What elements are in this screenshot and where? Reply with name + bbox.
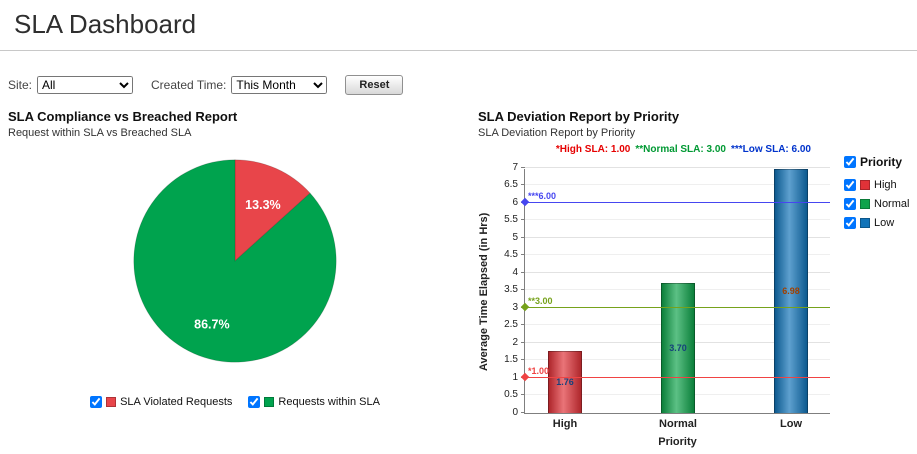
sla-note: **Normal SLA: 3.00 [635, 144, 726, 155]
legend-checkbox-normal[interactable] [844, 198, 856, 210]
bar-legend-title: Priority [860, 155, 903, 169]
y-tick-label: 5 [512, 232, 518, 243]
created-time-label: Created Time: [151, 78, 227, 92]
page-header: SLA Dashboard [0, 0, 917, 51]
sla-ref-label: ***6.00 [528, 191, 557, 201]
legend-checkbox-high[interactable] [844, 179, 856, 191]
within-legend-checkbox[interactable] [248, 396, 261, 408]
bar-value-label: 1.76 [556, 376, 574, 387]
legend-checkbox-low[interactable] [844, 217, 856, 229]
violated-legend-checkbox[interactable] [90, 396, 103, 408]
sla-ref-label: *1.00 [528, 366, 550, 376]
sla-ref-line-low [525, 202, 830, 203]
y-tick-mark [521, 412, 525, 413]
pie-slice-within[interactable] [133, 159, 337, 363]
y-tick-label: 1.5 [504, 354, 518, 365]
site-label: Site: [8, 78, 33, 92]
bar-high[interactable]: 1.76 [548, 351, 582, 413]
y-tick-label: 3.5 [504, 284, 518, 295]
bar-low[interactable]: 6.98 [774, 169, 808, 413]
x-tick-high: High [552, 418, 578, 430]
within-legend-label: Requests within SLA [278, 396, 380, 408]
pie-legend-item-within: Requests within SLA [248, 396, 380, 408]
legend-label: Low [874, 217, 895, 229]
priority-legend-checkbox[interactable] [844, 156, 856, 168]
bar-value-label: 6.98 [782, 285, 800, 296]
pie-slice-violated[interactable] [234, 159, 311, 262]
legend-label: High [874, 179, 897, 191]
sla-deviation-panel: SLA Deviation Report by Priority SLA Dev… [462, 109, 917, 448]
pie-chart: 13.3% 86.7% [129, 155, 341, 372]
y-tick-mark [521, 254, 525, 255]
x-tick-normal: Normal [659, 418, 697, 430]
bar-legend-item-low: Low [844, 217, 909, 229]
y-tick-mark [521, 289, 525, 290]
pie-legend-item-violated: SLA Violated Requests [90, 396, 232, 408]
sla-ref-label: **3.00 [528, 296, 553, 306]
y-tick-mark [521, 394, 525, 395]
sla-ref-line-normal [525, 307, 830, 308]
y-tick-label: 0.5 [504, 389, 518, 400]
y-axis-title: Average Time Elapsed (in Hrs) [478, 212, 490, 371]
pie-violated-pct-label: 13.3% [245, 198, 281, 212]
legend-label: Normal [874, 198, 910, 210]
y-tick-label: 2 [512, 337, 518, 348]
y-tick-mark [521, 359, 525, 360]
y-tick-label: 7 [512, 162, 518, 173]
violated-swatch [106, 397, 117, 407]
y-tick-mark [521, 324, 525, 325]
x-tick-low: Low [780, 418, 802, 430]
within-swatch [264, 397, 275, 407]
pie-legend: SLA Violated Requests Requests within SL… [8, 396, 462, 408]
y-tick-label: 1 [512, 372, 518, 383]
y-tick-mark [521, 342, 525, 343]
y-tick-label: 2.5 [504, 319, 518, 330]
bar-legend-items: High Normal Low [844, 179, 909, 229]
sla-note: ***Low SLA: 6.00 [730, 144, 811, 155]
sla-note: *High SLA: 1.00 [555, 144, 631, 155]
page-title: SLA Dashboard [14, 9, 197, 39]
site-select[interactable]: All [37, 76, 134, 94]
bar-legend: Priority High Normal Low [844, 155, 909, 414]
bar-value-label: 3.70 [669, 342, 687, 353]
y-tick-mark [521, 219, 525, 220]
bar-chart-subtitle: SLA Deviation Report by Priority [478, 127, 636, 139]
bar-chart: Average Time Elapsed (in Hrs) Priority 0… [478, 155, 917, 448]
sla-compliance-panel: SLA Compliance vs Breached Report Reques… [0, 109, 462, 414]
y-tick-mark [521, 272, 525, 273]
y-tick-label: 6 [512, 197, 518, 208]
bar-legend-item-high: High [844, 179, 909, 191]
pie-chart-title: SLA Compliance vs Breached Report [8, 109, 238, 124]
legend-swatch [860, 199, 870, 209]
gridline [525, 167, 830, 168]
sla-annotations: *High SLA: 1.00 **Normal SLA: 3.00 ***Low … [478, 144, 811, 155]
y-tick-label: 5.5 [504, 214, 518, 225]
filter-bar: Site: All Created Time: This Month Reset [8, 75, 917, 95]
legend-swatch [860, 180, 870, 190]
dashboard-body: SLA Compliance vs Breached Report Reques… [0, 109, 917, 448]
y-tick-label: 0 [512, 407, 518, 418]
pie-chart-subtitle: Request within SLA vs Breached SLA [8, 127, 192, 139]
y-tick-mark [521, 167, 525, 168]
y-tick-mark [521, 237, 525, 238]
bar-normal[interactable]: 3.70 [661, 283, 695, 413]
pie-within-pct-label: 86.7% [194, 317, 230, 331]
x-axis-title: Priority [658, 436, 697, 448]
legend-swatch [860, 218, 870, 228]
created-time-select[interactable]: This Month [231, 76, 328, 94]
violated-legend-label: SLA Violated Requests [120, 396, 233, 408]
y-tick-label: 4.5 [504, 249, 518, 260]
sla-ref-line-high [525, 377, 830, 378]
reset-button[interactable]: Reset [345, 75, 404, 95]
bar-legend-item-normal: Normal [844, 198, 909, 210]
bar-plot: Priority 0 0.5 1 1.5 2 2.5 3 3.5 4 4.5 5 5.5 6 6.5 7 1.… [504, 163, 830, 448]
y-tick-mark [521, 184, 525, 185]
bar-chart-title: SLA Deviation Report by Priority [478, 109, 680, 124]
y-tick-label: 6.5 [504, 179, 518, 190]
y-tick-label: 4 [512, 267, 518, 278]
y-tick-label: 3 [512, 302, 518, 313]
bar-legend-header: Priority [844, 155, 909, 169]
